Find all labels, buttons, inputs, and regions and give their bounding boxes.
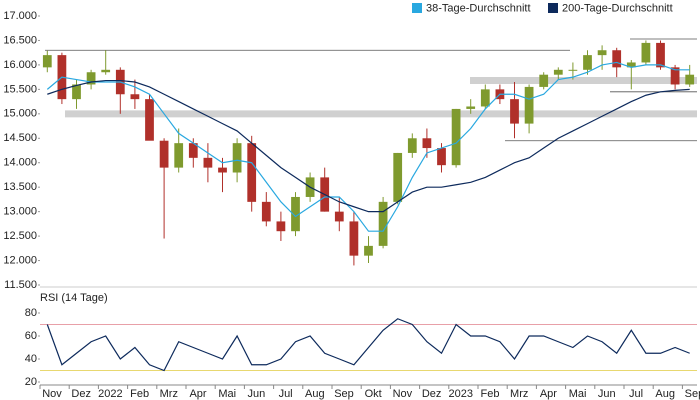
candle-body [378, 201, 388, 246]
y-tick-label: 13.500 [3, 181, 37, 193]
x-tick-label: Feb [481, 388, 500, 400]
y-tick-label: 15.000 [3, 108, 37, 120]
candle-body [524, 86, 534, 124]
y-tick-label: 80 [25, 307, 37, 319]
candle-body [437, 148, 446, 166]
candle-body [72, 84, 81, 100]
y-tick-label: 12.500 [3, 230, 37, 242]
legend-label: 200-Tage-Durchschnitt [562, 2, 673, 14]
y-tick-label: 16.000 [3, 59, 37, 71]
candle-body [422, 138, 432, 149]
candle-body [218, 167, 227, 173]
rsi-title: RSI (14 Tage) [40, 292, 108, 304]
candle-body [130, 94, 140, 100]
candle-body [174, 143, 184, 168]
x-tick-label: Jul [629, 388, 643, 400]
line [46, 61, 690, 232]
candle-body [451, 108, 461, 166]
x-tick-label: Jun [248, 388, 266, 400]
candle-body [261, 201, 271, 222]
candle-body [159, 140, 169, 168]
legend-swatch [548, 3, 558, 13]
x-tick-label: Apr [189, 388, 206, 400]
x-tick-label: Dez [422, 388, 442, 400]
y-tick-label: 40 [25, 353, 37, 365]
candle-body [510, 99, 519, 124]
line [47, 79, 690, 213]
candle-body [612, 50, 622, 68]
x-tick-label: Mai [218, 388, 236, 400]
candle-body [641, 42, 651, 63]
x-tick-label: Nov [42, 388, 62, 400]
x-tick-label: Apr [540, 388, 557, 400]
candle-body [656, 42, 665, 68]
x-tick-label: Feb [130, 388, 149, 400]
candle-body [101, 69, 111, 73]
x-tick-label: Sep [334, 388, 354, 400]
legend-label: 38-Tage-Durchschnitt [426, 2, 531, 14]
x-tick-label: Jul [279, 388, 293, 400]
candle-body [364, 245, 373, 256]
candle-body [583, 55, 592, 70]
x-tick-label: Aug [305, 388, 325, 400]
candle-body [276, 221, 286, 232]
candle-body [685, 74, 695, 85]
candle-body [670, 67, 680, 85]
candle-body [86, 72, 96, 85]
x-tick-label: Mrz [510, 388, 528, 400]
y-tick-label: 20 [25, 376, 37, 388]
candle-body [291, 196, 300, 232]
y-tick-label: 13.000 [3, 206, 37, 218]
y-tick-label: 14.500 [3, 132, 37, 144]
x-tick-label: 2023 [449, 388, 473, 400]
y-tick-label: 17.000 [3, 10, 37, 22]
candle-body [626, 62, 636, 68]
candle-body [145, 99, 154, 141]
candle-body [407, 138, 417, 153]
candle-body [188, 143, 198, 158]
x-tick-label: 2022 [98, 388, 122, 400]
x-tick-label: Dez [71, 388, 91, 400]
y-tick-label: 15.500 [3, 83, 37, 95]
candle-body [203, 157, 213, 168]
x-tick-label: Okt [365, 388, 382, 400]
y-tick-label: 12.000 [3, 254, 37, 266]
candle-body [232, 143, 242, 173]
x-tick-label: Nov [393, 388, 413, 400]
x-tick-label: Aug [655, 388, 675, 400]
candle-body [349, 221, 359, 256]
candle-body [568, 69, 578, 71]
candle-body [597, 50, 607, 56]
y-tick-label: 14.000 [3, 157, 37, 169]
candle-body [539, 74, 549, 87]
y-tick-label: 16.500 [3, 34, 37, 46]
candle-body [247, 143, 257, 202]
candle-body [42, 55, 52, 68]
x-tick-label: Mai [569, 388, 587, 400]
x-tick-label: Sep [685, 388, 700, 400]
y-tick-label: 11.500 [4, 279, 37, 291]
x-tick-label: Jun [598, 388, 616, 400]
line [46, 318, 690, 372]
legend-swatch [412, 3, 422, 13]
x-tick-label: Mrz [160, 388, 178, 400]
candle-body [553, 69, 563, 75]
y-tick-label: 60 [25, 330, 37, 342]
candle-body [466, 106, 476, 109]
candle-body [393, 152, 403, 202]
candle-body [480, 89, 490, 107]
candle-body [334, 211, 344, 222]
